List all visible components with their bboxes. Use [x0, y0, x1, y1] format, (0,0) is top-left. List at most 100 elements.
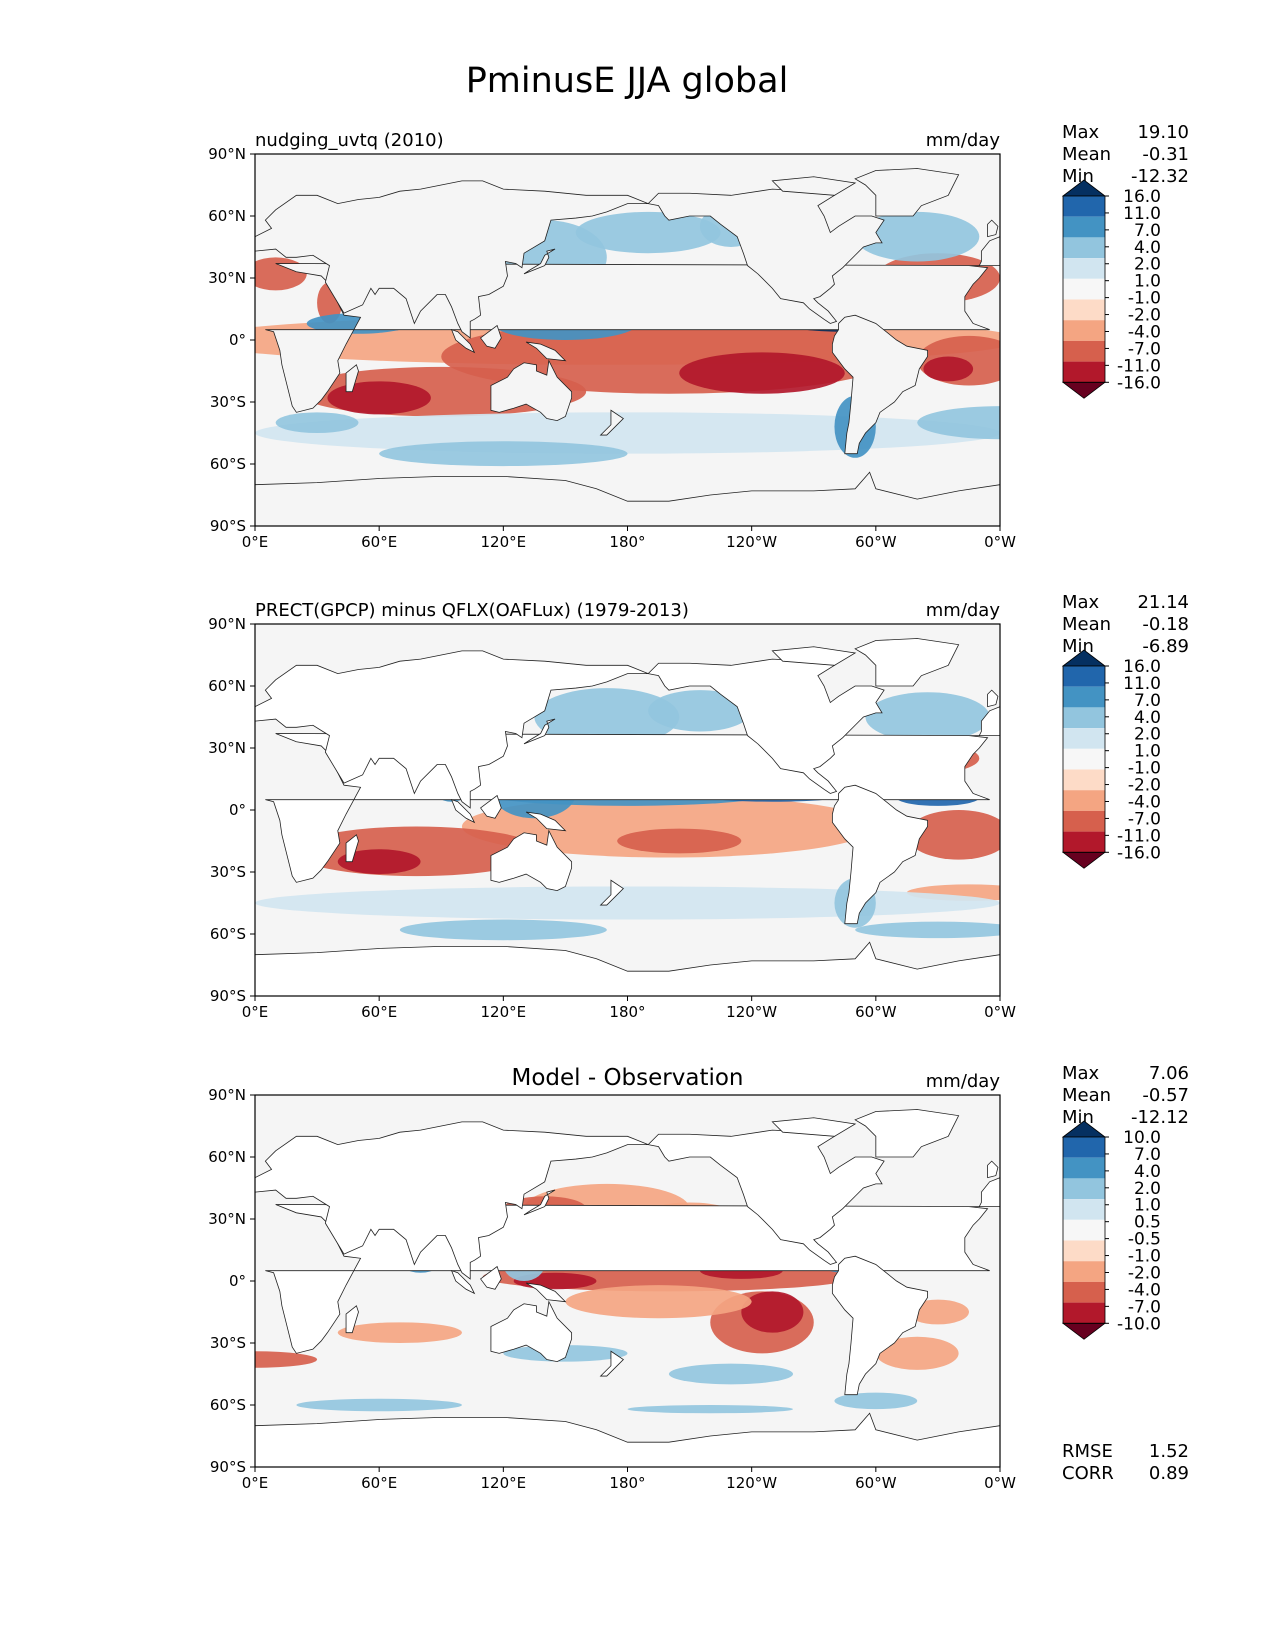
stat-value: -12.12: [1131, 1107, 1189, 1128]
landmass: [255, 180, 649, 339]
landmass: [255, 1412, 1000, 1467]
colorbar-segment: [1063, 196, 1105, 217]
panel-title: nudging_uvtq (2010): [255, 130, 444, 151]
colorbar-segment: [1063, 810, 1105, 832]
panel-3: Model - Observation mm/day 0°E 60°E 120°E 180…: [208, 1063, 1189, 1492]
field-patch: [255, 257, 307, 291]
y-tick-label: 90°S: [210, 1458, 246, 1476]
landmass: [490, 1300, 573, 1363]
colorbar-extend-min: [1061, 381, 1107, 399]
field-patch: [923, 356, 974, 382]
landmass: [647, 1129, 885, 1265]
landmass: [831, 1255, 928, 1396]
extra-stat-label: RMSE: [1062, 1441, 1113, 1462]
y-tick-label: 90°S: [210, 987, 246, 1005]
x-tick-label: 60°W: [855, 1474, 897, 1492]
colorbar-tick-label: -4.0: [1128, 792, 1161, 812]
y-tick-label: 60°S: [210, 925, 246, 943]
colorbar-tick-label: -11.0: [1117, 356, 1161, 376]
stat-value: -0.18: [1142, 614, 1189, 635]
colorbar-segment: [1063, 258, 1105, 279]
x-tick-label: 60°W: [855, 533, 897, 551]
colorbar-frame: [1062, 665, 1106, 853]
colorbar-tick-label: -10.0: [1117, 1314, 1161, 1334]
colorbar-segment: [1063, 1219, 1105, 1241]
landmass: [647, 188, 885, 324]
colorbar-tick-label: -1.0: [1128, 759, 1161, 779]
field-patch: [617, 828, 742, 854]
colorbar-segment: [1063, 666, 1105, 687]
colorbar-tick-label: -2.0: [1128, 776, 1161, 796]
landmass: [450, 329, 476, 354]
colorbar-segment: [1063, 340, 1105, 362]
colorbar-tick-label: 10.0: [1123, 1128, 1161, 1148]
field-patch: [275, 412, 359, 433]
stat-value: 19.10: [1137, 122, 1189, 143]
landmass: [345, 1305, 359, 1334]
field-patch: [327, 381, 431, 415]
colorbar-segment: [1063, 1178, 1105, 1200]
colorbar-tick-label: 1.0: [1134, 1196, 1161, 1216]
x-tick-label: 120°E: [481, 533, 527, 551]
field-patch: [875, 1336, 959, 1370]
field-patch: [679, 352, 845, 394]
field-patch: [855, 921, 1000, 939]
landmass: [523, 718, 556, 745]
landmass: [978, 236, 1000, 267]
panel-1: nudging_uvtq (2010) mm/day 0°E 60°E 120°E 180…: [208, 122, 1189, 551]
landmass: [345, 364, 359, 393]
units-label: mm/day: [926, 1071, 1001, 1092]
colorbar-tick-label: -4.0: [1128, 322, 1161, 342]
y-tick-label: 30°N: [208, 269, 246, 287]
colorbar-tick-label: 2.0: [1134, 725, 1161, 745]
x-tick-label: 60°E: [361, 1474, 397, 1492]
x-tick-label: 60°E: [361, 1003, 397, 1021]
colorbar-tick-label: 11.0: [1123, 674, 1161, 694]
stat-label: Mean: [1062, 144, 1111, 165]
panel-title: PRECT(GPCP) minus QFLX(OAFLux) (1979-201…: [255, 600, 689, 621]
landmass: [523, 1189, 556, 1216]
colorbar-segment: [1063, 1157, 1105, 1179]
colorbar-segment: [1063, 237, 1105, 259]
y-tick-label: 0°: [229, 801, 246, 819]
colorbar-tick-label: -2.0: [1128, 306, 1161, 326]
x-tick-label: 180°: [609, 1474, 645, 1492]
field-patch: [668, 1363, 794, 1385]
colorbar-tick-label: 4.0: [1134, 1162, 1161, 1182]
colorbar-tick-label: 0.5: [1134, 1213, 1161, 1233]
landmass: [525, 1282, 567, 1303]
field-patch: [865, 692, 990, 742]
stat-label: Max: [1062, 1063, 1100, 1084]
field-patch: [255, 412, 1000, 454]
landmass: [771, 646, 857, 666]
panel-title: Model - Observation: [511, 1065, 743, 1091]
stat-value: -6.89: [1142, 636, 1189, 657]
stat-label: Mean: [1062, 614, 1111, 635]
landmass: [831, 314, 928, 455]
field-patch: [648, 690, 752, 732]
y-tick-label: 90°S: [210, 517, 246, 535]
landmass: [987, 219, 999, 238]
field-patch: [917, 406, 1000, 440]
field-patch: [906, 810, 1000, 860]
x-tick-label: 60°W: [855, 1003, 897, 1021]
field-patch: [461, 795, 876, 858]
panels: nudging_uvtq (2010) mm/day 0°E 60°E 120°E 180…: [208, 122, 1189, 1492]
y-tick-label: 30°S: [210, 1334, 246, 1352]
field-patch: [337, 849, 421, 875]
colorbar-tick-label: 2.0: [1134, 255, 1161, 275]
y-tick-label: 60°S: [210, 1396, 246, 1414]
colorbar-tick-label: -1.0: [1128, 1247, 1161, 1267]
colorbar-tick-label: -16.0: [1117, 843, 1161, 863]
extra-stat-label: CORR: [1062, 1463, 1114, 1484]
landmass: [523, 248, 556, 275]
stat-label: Max: [1062, 122, 1100, 143]
field-patch: [379, 441, 628, 467]
landmass: [987, 1160, 999, 1179]
x-tick-label: 0°E: [242, 533, 269, 551]
map-area: [255, 154, 1000, 526]
field-patch: [399, 919, 607, 941]
coastlines: [255, 638, 1000, 996]
colorbar-segment: [1063, 790, 1105, 811]
